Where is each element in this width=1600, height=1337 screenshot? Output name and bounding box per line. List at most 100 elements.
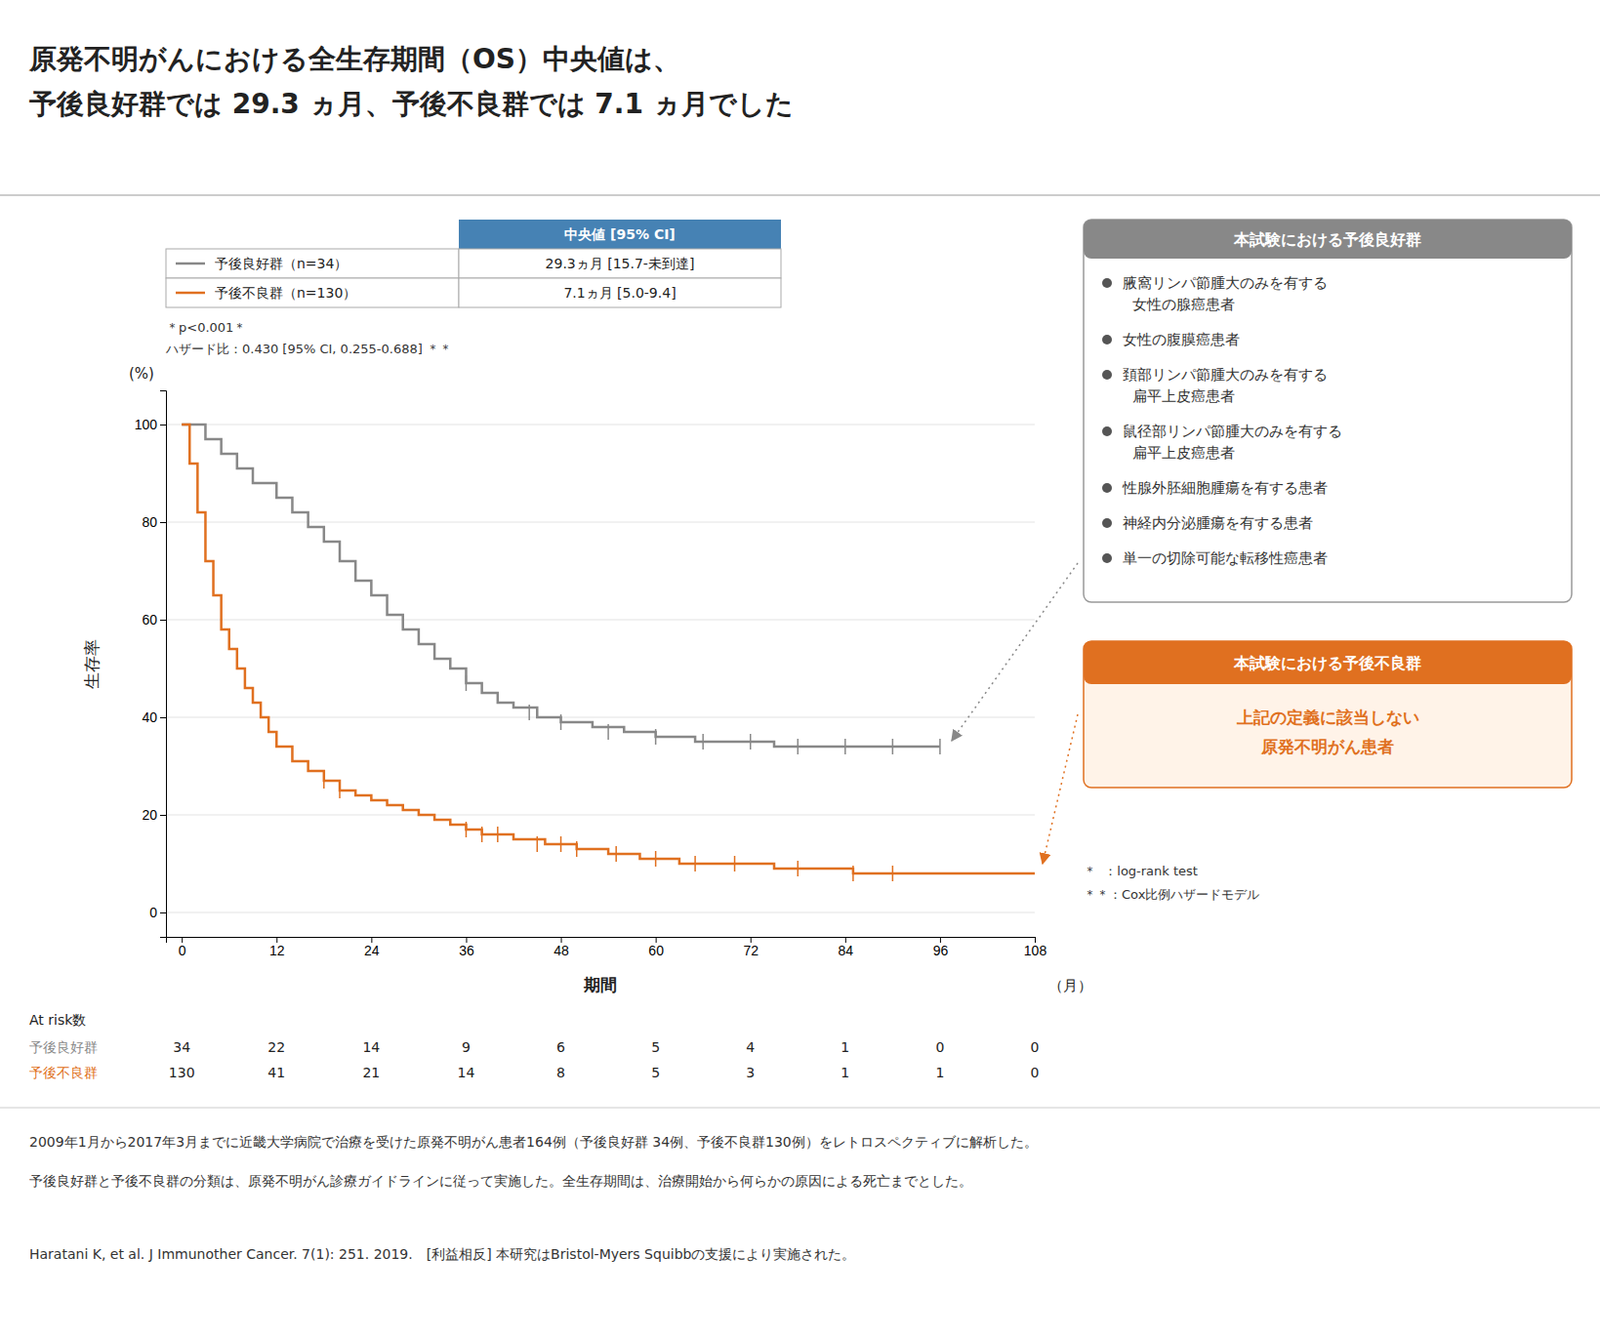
survival-curve: [181, 424, 941, 747]
x-axis-title: 期間: [582, 975, 617, 995]
at-risk-value: 14: [362, 1039, 380, 1056]
tick: 40: [141, 709, 166, 726]
title: 原発不明がんにおける全生存期間（OS）中央値は、予後良好群では 29.3 ヵ月、…: [28, 42, 794, 121]
legend-median: 7.1ヵ月 [5.0-9.4]: [563, 285, 676, 301]
tick: 48: [553, 937, 570, 959]
tick-label: 0: [178, 943, 187, 959]
legend-cell: [458, 278, 781, 308]
tick-label: 60: [648, 943, 664, 959]
bullet: [1102, 553, 1112, 564]
legend-swatch: [175, 291, 206, 295]
box-item: 性腺外胚細胞腫瘍を有する患者: [1121, 479, 1328, 497]
tick: 36: [458, 937, 475, 959]
pointer-arrow: [1042, 714, 1078, 864]
axis-line: [160, 391, 167, 939]
legend-cell: [165, 278, 459, 308]
footnote: ＊p<0.001＊: [165, 320, 247, 335]
legend-cell: [165, 248, 459, 279]
at-risk-value: 21: [362, 1065, 380, 1081]
censor-mark: [528, 704, 531, 721]
censor-mark: [536, 836, 539, 853]
censor-mark: [465, 821, 468, 838]
at-risk-value: 14: [457, 1065, 476, 1081]
tick-label: 60: [141, 612, 158, 628]
tick: 60: [141, 612, 166, 628]
tick: 24: [364, 937, 380, 959]
at-risk-value: 4: [745, 1039, 755, 1056]
censor-mark: [615, 846, 617, 862]
pointer-arrow: [951, 563, 1078, 741]
test-note: ＊＊：Cox比例ハザードモデル: [1083, 887, 1260, 903]
tick-mark: [160, 912, 166, 914]
tick-label: 80: [141, 514, 158, 531]
legend-median: 29.3ヵ月 [15.7-未到達]: [545, 255, 696, 272]
bullet: [1102, 369, 1112, 380]
censor-mark: [701, 734, 704, 750]
grid-line: [165, 619, 1035, 621]
tick-label: 100: [134, 416, 159, 433]
at-risk-value: 5: [651, 1065, 660, 1081]
legend: 中央値 [95% CI]予後良好群（n=34）29.3ヵ月 [15.7-未到達]…: [165, 219, 781, 308]
censor-mark: [655, 729, 657, 745]
at-risk-value: 5: [651, 1039, 660, 1056]
y-axis: 0 20 40 60 80 100: [134, 391, 167, 939]
censor-mark: [560, 714, 563, 731]
censor-mark: [496, 826, 499, 843]
legend-entry: 予後良好群（n=34）: [214, 255, 348, 272]
censor-mark: [734, 856, 737, 872]
tick-label: 0: [149, 904, 158, 921]
censor-mark: [892, 865, 895, 882]
at-risk-value: 8: [556, 1065, 566, 1081]
box-item: 女性の腹膜癌患者: [1122, 330, 1240, 349]
y-axis-title: 生存率: [82, 639, 102, 690]
box-text: 上記の定義に該当しない原発不明がん患者: [1235, 707, 1420, 757]
tick: 80: [141, 514, 166, 531]
censor-mark: [852, 865, 855, 882]
at-risk-value: 9: [461, 1039, 471, 1056]
separator: [0, 1107, 1600, 1109]
box-title-bar: [1083, 219, 1572, 259]
footnote: ハザード比：0.430 [95% CI, 0.255-0.688] ＊＊: [164, 341, 452, 357]
censor-mark: [338, 782, 341, 799]
at-risk-value: 41: [267, 1065, 286, 1081]
grid-line: [165, 717, 1035, 719]
censor-mark: [655, 851, 657, 867]
tick-label: 48: [553, 943, 570, 959]
tick: 0: [178, 937, 187, 959]
at-risk-value: 1: [840, 1065, 850, 1081]
plot: [181, 424, 1035, 882]
box-border: [1083, 219, 1572, 603]
tick-label: 84: [838, 943, 855, 959]
censor-mark: [797, 861, 800, 877]
at-risk-value: 0: [1030, 1039, 1040, 1056]
at-risk-row-name: 予後不良群: [29, 1065, 98, 1081]
at-risk-value: 6: [556, 1039, 566, 1056]
tick: 0: [149, 904, 166, 921]
grid-line: [165, 912, 1035, 914]
censor-mark: [797, 738, 800, 755]
tick: 60: [648, 937, 664, 959]
tick: 12: [269, 937, 286, 959]
definition-box: 本試験における予後不良群上記の定義に該当しない原発不明がん患者: [1083, 641, 1572, 788]
at-risk-row-name: 予後良好群: [29, 1039, 98, 1056]
separator: [0, 194, 1600, 197]
bullet: [1102, 426, 1112, 437]
at-risk-value: 0: [935, 1039, 944, 1056]
tick-mark: [160, 717, 166, 719]
at-risk-label: At risk数: [29, 1012, 86, 1028]
box-border: [1083, 641, 1572, 788]
tick-label: 24: [364, 943, 380, 959]
censor-mark: [575, 841, 578, 858]
tick-label: 12: [269, 943, 286, 959]
at-risk-value: 3: [745, 1065, 755, 1081]
box-title: 本試験における予後良好群: [1232, 230, 1422, 249]
legend-swatch: [175, 262, 206, 266]
at-risk-value: 1: [840, 1039, 850, 1056]
grid: [165, 424, 1035, 913]
definition-box: 本試験における予後良好群腋窩リンパ節腫大のみを有する 女性の腺癌患者女性の腹膜癌…: [1083, 219, 1572, 603]
tick: 20: [141, 807, 166, 823]
box-item: 神経内分泌腫瘍を有する患者: [1122, 514, 1313, 533]
legend-cell: [458, 248, 781, 279]
x-axis: 01224364860728496108: [166, 937, 1048, 959]
censor-mark: [892, 738, 895, 755]
